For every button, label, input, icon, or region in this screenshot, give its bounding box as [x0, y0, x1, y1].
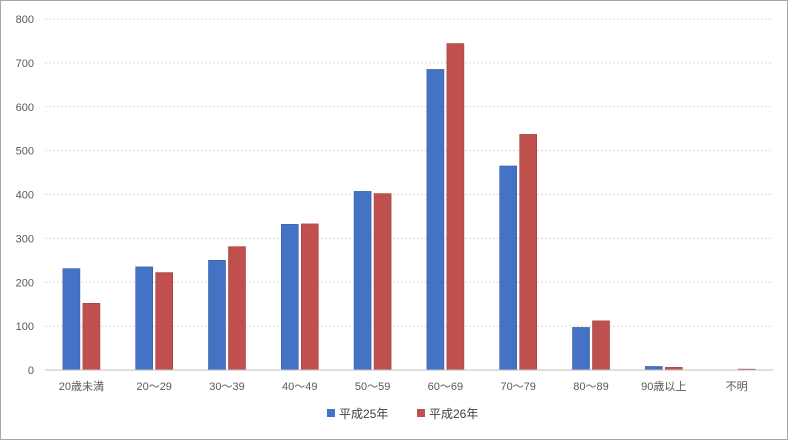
legend-swatch [417, 409, 425, 417]
x-tick-label: 60～69 [428, 381, 463, 393]
legend-swatch [327, 409, 335, 417]
bar-h25 [208, 260, 226, 371]
y-axis: 0 100 200 300 400 500 600 700 800 [16, 14, 34, 377]
x-tick-label: 80～89 [573, 381, 608, 393]
x-tick-label: 50～59 [355, 381, 390, 393]
y-tick-label: 100 [16, 321, 34, 333]
bar-h26 [592, 320, 610, 371]
y-tick-label: 800 [16, 14, 34, 26]
y-tick-label: 200 [16, 277, 34, 289]
bar-h26 [228, 246, 246, 371]
bar-h25 [572, 327, 590, 371]
legend-label: 平成25年 [339, 407, 388, 421]
bar-h25 [426, 69, 445, 371]
bar-h25 [280, 224, 299, 371]
bars [62, 43, 756, 371]
y-tick-label: 0 [28, 365, 34, 377]
legend-label: 平成26年 [429, 407, 478, 421]
bar-h25 [644, 366, 663, 371]
y-tick-label: 300 [16, 233, 34, 245]
x-tick-label: 20歳未満 [59, 380, 104, 393]
bar-h25 [499, 165, 518, 371]
bar-h26 [373, 193, 392, 371]
y-tick-label: 400 [16, 190, 34, 202]
y-tick-label: 600 [16, 102, 34, 114]
x-tick-label: 40～49 [282, 381, 317, 393]
x-tick-label: 不明 [726, 380, 748, 393]
bar-h25 [135, 266, 153, 371]
legend: 平成25年 平成26年 [327, 407, 478, 421]
bar-h26 [155, 272, 173, 371]
gridlines [45, 18, 773, 327]
bar-h25 [353, 191, 372, 371]
x-tick-label: 30～39 [209, 381, 244, 393]
bar-h26 [300, 223, 319, 371]
x-axis: 20歳未満 20～29 30～39 40～49 50～59 60～69 70～79 80～89… [59, 380, 748, 393]
x-tick-label: 90歳以上 [641, 380, 686, 393]
y-tick-label: 500 [16, 146, 34, 158]
bar-h26 [519, 134, 538, 371]
y-tick-label: 700 [16, 58, 34, 70]
bar-h26 [82, 303, 101, 371]
bar-h25 [62, 268, 81, 371]
x-tick-label: 70～79 [500, 381, 535, 393]
x-tick-label: 20～29 [136, 381, 171, 393]
bar-h26 [446, 43, 465, 371]
